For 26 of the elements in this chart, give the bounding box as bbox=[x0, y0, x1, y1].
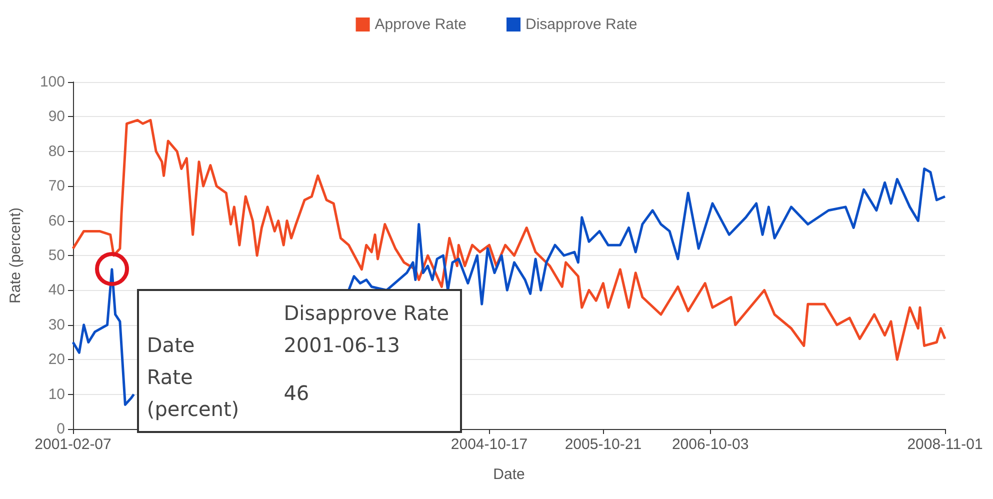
y-tick-label: 60 bbox=[48, 212, 65, 230]
y-tick-label: 30 bbox=[48, 316, 65, 334]
y-tick-label: 40 bbox=[48, 282, 65, 299]
y-tick-label: 80 bbox=[48, 142, 65, 160]
x-tick-label: 2001-02-07 bbox=[34, 436, 112, 453]
y-tick-label: 100 bbox=[40, 74, 65, 90]
text: Rate (percent) bbox=[7, 208, 24, 304]
x-axis-title: Date bbox=[146, 332, 196, 360]
x-tick-label: 2005-10-21 bbox=[564, 436, 642, 453]
y-tick-label: 50 bbox=[48, 247, 65, 264]
y-tick-label: 70 bbox=[48, 178, 65, 195]
x-tick-label: 2006-10-03 bbox=[672, 436, 749, 453]
y-tick-label: 20 bbox=[48, 351, 65, 368]
y-tick-label: 0 bbox=[56, 420, 65, 438]
annotation: Disapprove Rate bbox=[282, 300, 450, 328]
y-tick-label: 90 bbox=[48, 108, 65, 126]
x-tick-label: 2004-10-17 bbox=[450, 436, 528, 453]
line-series bbox=[72, 118, 946, 361]
y-axis-title: Rate (percent) bbox=[146, 364, 240, 424]
text: Date bbox=[493, 466, 525, 483]
x-tick-label: 2008-11-01 bbox=[907, 436, 983, 453]
legend-label: Approve Rate bbox=[374, 16, 467, 33]
y-tick-label: 10 bbox=[48, 386, 65, 403]
annotation: 46 bbox=[282, 380, 310, 408]
legend-label: Disapprove Rate bbox=[526, 16, 638, 33]
annotation: 2001-06-13 bbox=[282, 332, 401, 360]
